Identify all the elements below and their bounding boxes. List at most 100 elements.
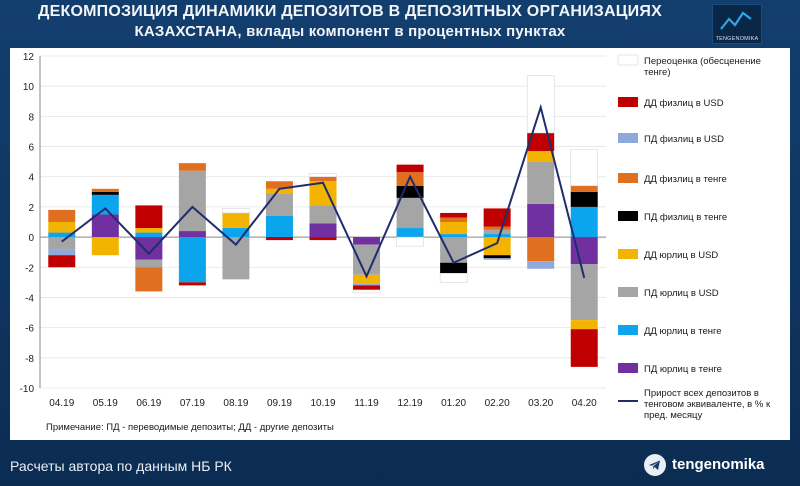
bar-segment-dd_ind_kzt — [309, 176, 337, 182]
bar-segment-dd_ind_usd — [440, 212, 468, 218]
telegram-icon[interactable] — [644, 454, 666, 476]
legend-label-pd_corp_kzt: ДД юрлиц в тенге — [644, 326, 722, 337]
bar-segment-pd_ind_usd — [353, 283, 381, 286]
bar-segment-pd_corp_kzt2 — [91, 214, 119, 238]
bar-segment-pd_ind_usd — [483, 258, 511, 260]
bar-segment-revaluation — [396, 236, 424, 247]
y-tick-label: -6 — [25, 324, 34, 335]
legend-swatch-pd_corp_kzt2 — [618, 363, 638, 373]
legend-swatch-dd_ind_usd — [618, 97, 638, 107]
bar-segment-dd_ind_usd — [396, 164, 424, 173]
bar-segment-pd_corp_usd — [353, 244, 381, 275]
bar-segment-pd_ind_kzt — [570, 191, 598, 207]
y-tick-label: 8 — [28, 112, 34, 123]
bar-segment-dd_ind_kzt — [527, 237, 555, 262]
bar-segment-dd_corp_usd — [48, 222, 76, 233]
bar-segment-dd_ind_kzt — [91, 188, 119, 192]
bar-segment-dd_ind_usd — [353, 285, 381, 290]
x-tick-label: 04.19 — [49, 398, 74, 409]
bar-segment-dd_ind_usd — [178, 282, 206, 286]
legend-label-pd_ind_usd: ПД физлиц в USD — [644, 134, 724, 145]
bar-segment-revaluation — [352, 289, 381, 294]
bar-segment-dd_ind_usd — [48, 255, 76, 268]
legend-swatch-pd_ind_kzt — [618, 211, 638, 221]
x-tick-label: 02.20 — [485, 398, 510, 409]
bar-segment-pd_ind_kzt — [91, 191, 119, 195]
legend-label-pd_corp_usd: ПД юрлиц в USD — [644, 288, 719, 299]
bar-segment-dd_ind_kzt — [440, 217, 468, 222]
bar-segment-pd_corp_usd — [178, 170, 206, 232]
source-note: Расчеты автора по данным НБ РК — [10, 458, 232, 474]
bar-segment-pd_corp_kzt — [396, 228, 424, 238]
chart-svg: -10 -8 -6 -4 -2 0 2 4 6 8 10 12 04.19 05.19 06.19 07.19… — [20, 52, 771, 433]
legend-label-growth-line: тенговом эквиваленте, в % к — [644, 399, 771, 410]
bar-segment-dd_corp_usd — [440, 222, 468, 235]
legend-label-pd_ind_kzt: ПД физлиц в тенге — [644, 212, 727, 223]
bar-segment-dd_corp_usd — [265, 188, 293, 194]
bar-segment-pd_corp_kzt2 — [178, 231, 206, 238]
bar-segment-dd_corp_usd — [91, 237, 119, 256]
y-tick-label: 12 — [23, 52, 35, 63]
title-line-1: ДЕКОМПОЗИЦИЯ ДИНАМИКИ ДЕПОЗИТОВ В ДЕПОЗИ… — [38, 3, 662, 20]
bar-segment-pd_corp_kzt2 — [309, 223, 337, 238]
bar-segment-pd_corp_usd — [396, 197, 424, 229]
title-line-2: КАЗАХСТАНА, вклады компонент в процентны… — [134, 23, 566, 40]
legend-label-dd_ind_usd: ДД физлиц в USD — [644, 98, 724, 109]
bar-segment-revaluation — [439, 273, 468, 283]
bar-segment-pd_corp_usd — [483, 229, 511, 235]
bar-segment-pd_ind_kzt — [483, 255, 511, 259]
chart-note: Примечание: ПД - переводимые депозиты; Д… — [46, 422, 334, 433]
bar-segment-dd_ind_usd — [309, 237, 337, 241]
logo-text: TENGENOMIKA — [715, 36, 759, 42]
bar-segment-pd_corp_kzt2 — [527, 203, 555, 238]
legend-label-growth-line: Прирост всех депозитов в — [644, 388, 759, 399]
x-tick-label: 05.19 — [93, 398, 118, 409]
bar-segment-revaluation — [309, 173, 337, 177]
bar-segment-pd_ind_usd — [527, 261, 555, 269]
legend-label-revaluation: тенге) — [644, 67, 670, 78]
bar-segment-dd_ind_kzt — [265, 181, 293, 189]
bar-segment-pd_corp_usd — [570, 264, 598, 321]
bar-segment-dd_corp_usd — [527, 151, 555, 162]
y-tick-label: -2 — [25, 263, 34, 274]
bar-segment-pd_corp_kzt — [135, 232, 163, 238]
legend-label-growth-line: пред. месяцу — [644, 410, 702, 421]
bar-segment-pd_corp_kzt — [265, 215, 293, 238]
bar-segment-dd_corp_usd — [222, 212, 250, 229]
bar-segment-pd_ind_kzt — [440, 262, 468, 274]
bar-segment-pd_corp_kzt2 — [135, 237, 163, 260]
bar-segment-dd_corp_usd — [135, 228, 163, 233]
bar-segment-pd_corp_usd — [48, 237, 76, 250]
bar-segment-pd_corp_usd — [135, 259, 163, 268]
legend-swatch-pd_ind_usd — [618, 133, 638, 143]
bar-segment-pd_corp_kzt — [91, 194, 119, 215]
bar-segment-dd_corp_usd — [483, 237, 511, 256]
bar-segment-pd_corp_kzt — [570, 206, 598, 238]
bar-segment-dd_ind_usd — [135, 205, 163, 229]
bar-segment-revaluation — [222, 208, 250, 214]
legend-swatch-revaluation — [617, 54, 639, 66]
bar-segment-dd_ind_kzt — [483, 226, 511, 230]
chart-panel: -10 -8 -6 -4 -2 0 2 4 6 8 10 12 04.19 05.19 06.19 07.19… — [10, 48, 790, 440]
legend-label-revaluation: Переоценка (обесценение — [644, 56, 761, 67]
growth-line — [61, 103, 586, 279]
bar-segment-dd_corp_usd — [353, 274, 381, 284]
bar-segment-pd_ind_usd — [48, 249, 76, 256]
bar-segment-pd_corp_kzt — [178, 237, 206, 283]
x-tick-label: 08.19 — [223, 398, 248, 409]
legend-swatch-pd_corp_usd — [618, 287, 638, 297]
y-tick-label: 10 — [23, 82, 35, 93]
x-tick-label: 09.19 — [267, 398, 292, 409]
y-tick-label: -10 — [20, 384, 35, 395]
y-tick-label: -4 — [25, 293, 34, 304]
telegram-channel[interactable]: tengenomika — [672, 456, 765, 473]
bar-segment-pd_corp_kzt2 — [353, 237, 381, 245]
x-tick-label: 12.19 — [398, 398, 423, 409]
bar-segment-dd_ind_usd — [265, 237, 293, 241]
bar-segment-pd_corp_kzt — [48, 232, 76, 238]
x-tick-label: 07.19 — [180, 398, 205, 409]
y-tick-label: 2 — [28, 203, 34, 214]
x-tick-label: 06.19 — [136, 398, 161, 409]
tengenomika-logo: TENGENOMIKA — [712, 4, 762, 44]
legend-swatch-dd_corp_usd — [618, 249, 638, 259]
